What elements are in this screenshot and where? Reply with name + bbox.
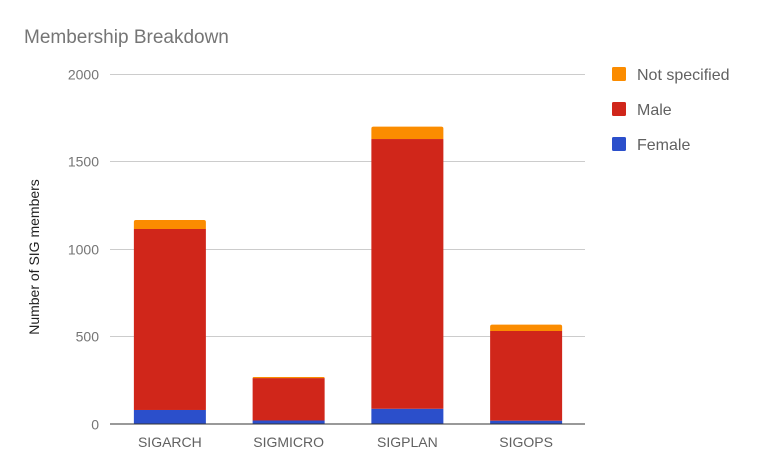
y-tick-label: 1000 <box>68 242 99 258</box>
bar-segment-not-specified[interactable] <box>371 126 444 140</box>
legend-item-not-specified[interactable]: Not specified <box>612 67 730 84</box>
bar-segment-male[interactable] <box>252 378 325 421</box>
legend-swatch-icon <box>612 67 626 81</box>
bars <box>133 126 563 424</box>
y-tick-label: 0 <box>91 417 99 433</box>
bar-segment-not-specified[interactable] <box>252 377 325 379</box>
bar-segment-female[interactable] <box>490 420 563 424</box>
legend-swatch-icon <box>612 137 626 151</box>
legend-item-male[interactable]: Male <box>612 102 672 119</box>
bar-segment-male[interactable] <box>133 228 206 410</box>
y-tick-label: 2000 <box>68 67 99 83</box>
bar-sigmicro[interactable] <box>252 377 325 424</box>
bar-segment-male[interactable] <box>490 330 563 421</box>
legend-swatch-icon <box>612 102 626 116</box>
bar-segment-not-specified[interactable] <box>133 220 206 229</box>
bar-sigops[interactable] <box>490 324 563 424</box>
y-axis-ticks: 0 500 1000 1500 2000 <box>68 67 99 433</box>
bar-segment-female[interactable] <box>133 409 206 424</box>
y-axis-label: Number of SIG members <box>26 179 42 335</box>
bar-segment-not-specified[interactable] <box>490 324 563 331</box>
x-tick-label: SIGPLAN <box>377 434 438 450</box>
bar-segment-female[interactable] <box>371 408 444 424</box>
x-axis-ticks: SIGARCH SIGMICRO SIGPLAN SIGOPS <box>138 434 553 450</box>
x-tick-label: SIGMICRO <box>253 434 324 450</box>
legend-label: Not specified <box>637 67 730 84</box>
legend-label: Male <box>637 102 672 119</box>
bar-segment-male[interactable] <box>371 139 444 409</box>
x-tick-label: SIGARCH <box>138 434 202 450</box>
bar-sigplan[interactable] <box>371 126 444 424</box>
x-tick-label: SIGOPS <box>499 434 553 450</box>
bar-segment-female[interactable] <box>252 420 325 424</box>
y-tick-label: 500 <box>76 329 100 345</box>
legend-label: Female <box>637 137 690 154</box>
chart-title: Membership Breakdown <box>24 27 229 48</box>
legend: Not specified Male Female <box>612 67 730 154</box>
y-tick-label: 1500 <box>68 154 99 170</box>
legend-item-female[interactable]: Female <box>612 137 690 154</box>
bar-sigarch[interactable] <box>133 220 206 424</box>
